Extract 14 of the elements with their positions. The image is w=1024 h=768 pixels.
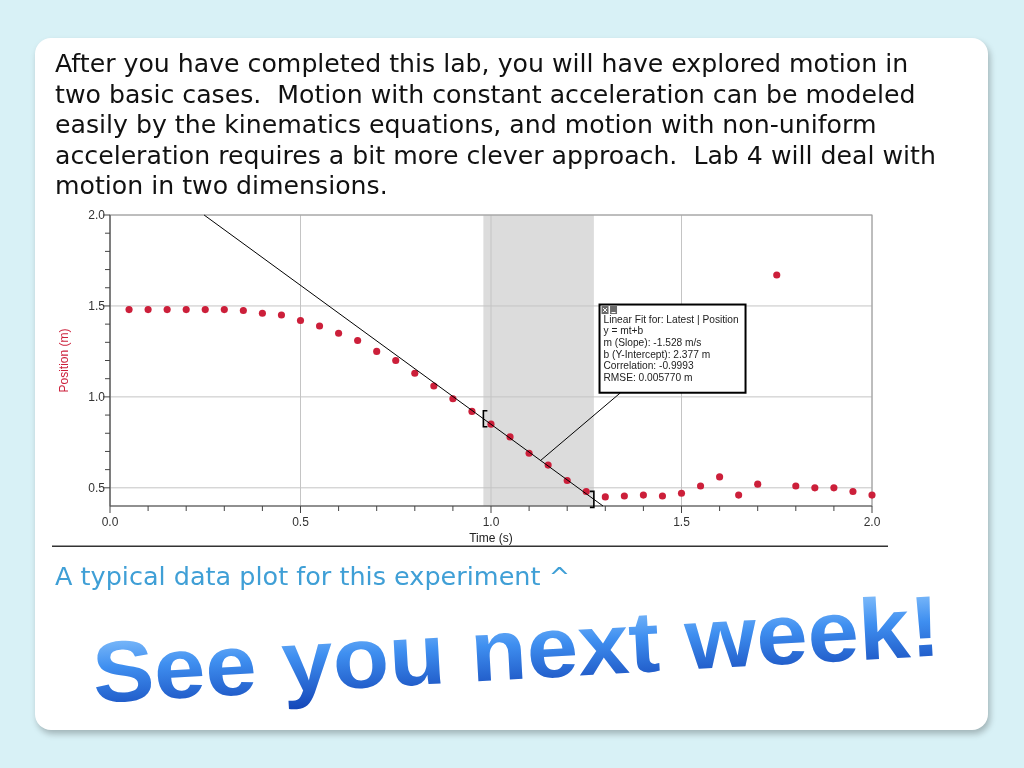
annotation: Linear Fit for: Latest | Position y = mt+b m (Slope): -1.528 m/s b (Y-Intercept): 2.377 m Correlation: -0.9993 RMSE: 0.005770 m	[603, 313, 739, 384]
y-tick-label: 0.5	[88, 480, 106, 495]
y-tick-label: 1.5	[88, 298, 106, 313]
x-axis-title: Time (s)	[469, 531, 513, 545]
x-tick-label: 1.0	[482, 515, 500, 529]
y-axis-title: Position (m)	[57, 328, 71, 393]
y-tick-label: 2.0	[88, 208, 106, 222]
chart-title: After you have completed this lab, you will have explored motion in two basic cases. Motion with constant acceleration can be modeled easily by the kinematics equations, and motion with non-uniform acceleration requires a bit more clever approach. Lab 4 will deal with motion in two dimensions.	[55, 49, 937, 202]
x-tick-label: 0.5	[292, 515, 310, 529]
y-tick-label: 1.0	[88, 389, 106, 404]
x-tick-label: 2.0	[863, 515, 881, 529]
x-tick-label: 1.5	[673, 515, 691, 529]
x-tick-label: 0.0	[101, 515, 119, 529]
text: A typical data plot for this experiment ^	[55, 561, 571, 591]
